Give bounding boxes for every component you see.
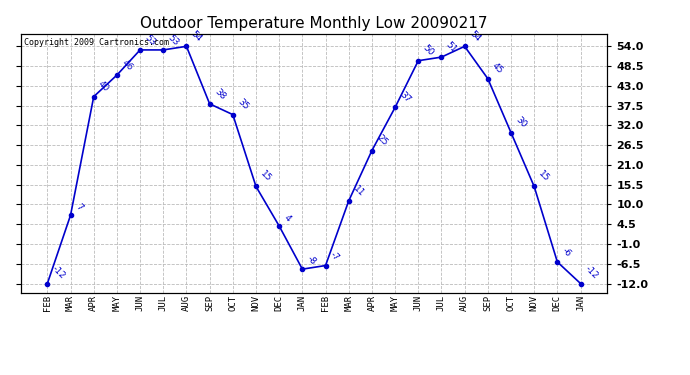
Text: 46: 46 [119, 58, 134, 72]
Text: 40: 40 [97, 80, 111, 94]
Text: 25: 25 [375, 134, 389, 148]
Text: 38: 38 [213, 87, 227, 101]
Text: 37: 37 [398, 90, 413, 105]
Text: 50: 50 [421, 44, 435, 58]
Title: Outdoor Temperature Monthly Low 20090217: Outdoor Temperature Monthly Low 20090217 [140, 16, 488, 31]
Text: 4: 4 [282, 213, 293, 223]
Text: 53: 53 [166, 33, 181, 47]
Text: 45: 45 [491, 62, 505, 76]
Text: -8: -8 [305, 254, 318, 266]
Text: 30: 30 [514, 115, 529, 130]
Text: -12: -12 [50, 264, 67, 281]
Text: 54: 54 [467, 29, 482, 44]
Text: 35: 35 [235, 98, 250, 112]
Text: -12: -12 [583, 264, 600, 281]
Text: 7: 7 [73, 202, 83, 213]
Text: 54: 54 [189, 29, 204, 44]
Text: 11: 11 [351, 184, 366, 198]
Text: Copyright 2009 Cartronics.com: Copyright 2009 Cartronics.com [23, 38, 168, 46]
Text: 51: 51 [444, 40, 459, 54]
Text: 53: 53 [143, 33, 157, 47]
Text: 15: 15 [537, 169, 551, 184]
Text: -6: -6 [560, 246, 573, 259]
Text: 15: 15 [259, 169, 273, 184]
Text: -7: -7 [328, 250, 341, 263]
